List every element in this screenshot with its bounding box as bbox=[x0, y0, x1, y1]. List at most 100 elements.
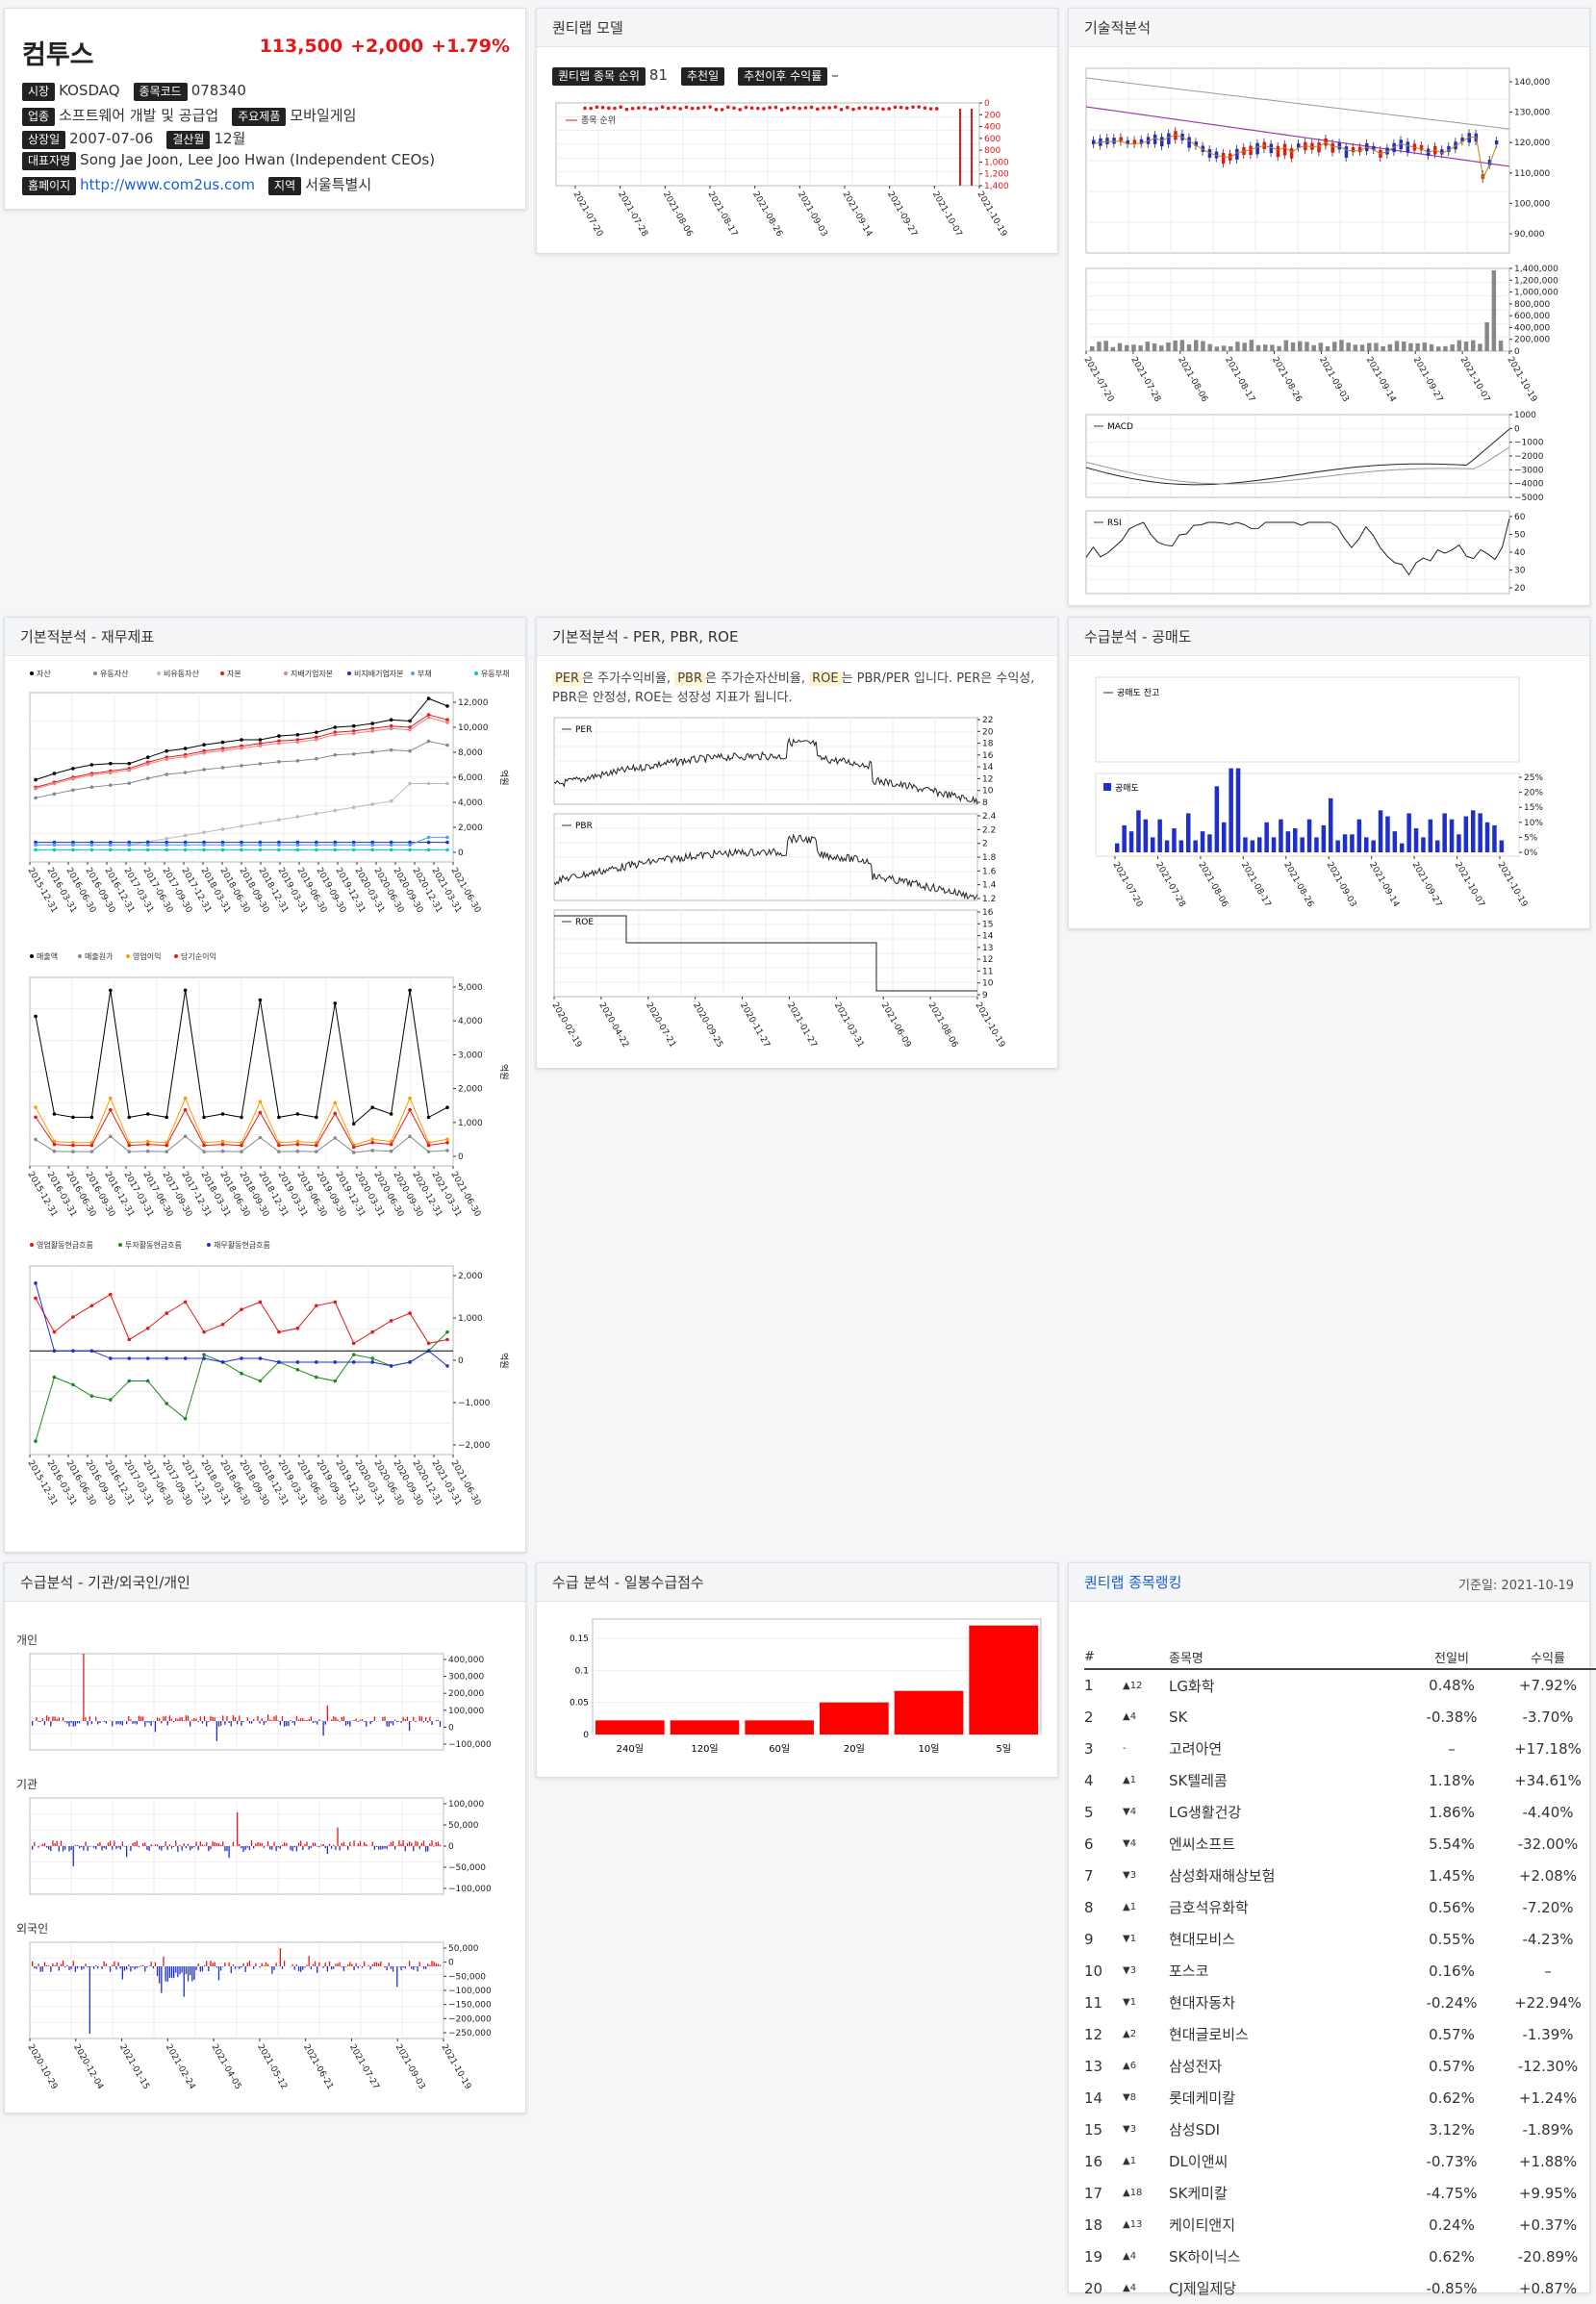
volume-bar bbox=[1484, 322, 1489, 351]
stock-name-link[interactable]: 고려아연 bbox=[1169, 1733, 1404, 1764]
legend-label: 재무활동현금흐름 bbox=[214, 1240, 270, 1250]
series-point bbox=[259, 738, 263, 742]
stock-name-link[interactable]: 포스코 bbox=[1169, 1955, 1404, 1987]
flow-bar bbox=[130, 1966, 131, 1971]
ranking-row[interactable]: 3-고려아연–+17.18% bbox=[1084, 1733, 1596, 1764]
flow-bar bbox=[296, 1716, 297, 1721]
roe-y-label: 15 bbox=[982, 920, 993, 929]
series-point bbox=[352, 1353, 356, 1356]
unit-label: 억원 bbox=[498, 1353, 510, 1369]
flow-bar bbox=[99, 1842, 100, 1846]
volume-bar bbox=[1222, 345, 1227, 351]
stock-name-link[interactable]: SK케미칼 bbox=[1169, 2177, 1404, 2209]
flow-bar bbox=[77, 1845, 78, 1846]
stock-name-link[interactable]: 현대자동차 bbox=[1169, 1987, 1404, 2018]
rank-point bbox=[804, 106, 808, 110]
stock-name-link[interactable]: 케이티앤지 bbox=[1169, 2209, 1404, 2241]
personal-y-label: 300,000 bbox=[448, 1673, 484, 1683]
series-point bbox=[71, 777, 75, 781]
short-bar bbox=[1478, 813, 1482, 852]
inst-y-label: 50,000 bbox=[448, 1821, 479, 1831]
col-name: 종목명 bbox=[1169, 1646, 1404, 1669]
per-title: 기본적분석 - PER, PBR, ROE bbox=[537, 618, 1057, 656]
flow-bar bbox=[309, 1956, 310, 1966]
flow-bar bbox=[438, 1720, 439, 1721]
stock-name-link[interactable]: SK하이닉스 bbox=[1169, 2241, 1404, 2272]
rank-point bbox=[792, 106, 796, 110]
series-point bbox=[184, 989, 188, 993]
stock-name-link[interactable]: 현대글로비스 bbox=[1169, 2018, 1404, 2050]
stock-name-link[interactable]: DL이앤씨 bbox=[1169, 2145, 1404, 2177]
per-pbr-roe-chart: 222018161412108PER2.42.221.81.61.41.2PBR… bbox=[550, 714, 1051, 1066]
stock-name-link[interactable]: SK bbox=[1169, 1701, 1404, 1733]
flow-bar bbox=[193, 1846, 194, 1847]
series-point bbox=[221, 848, 225, 852]
series-point bbox=[408, 989, 412, 993]
stock-name-link[interactable]: 삼성화재해상보험 bbox=[1169, 1860, 1404, 1891]
flow-bar bbox=[193, 1966, 194, 1980]
series-point bbox=[352, 1342, 356, 1346]
flow-bar bbox=[117, 1846, 118, 1848]
stock-name-link[interactable]: LG생활건강 bbox=[1169, 1796, 1404, 1828]
rank-point bbox=[589, 107, 593, 111]
stock-name-link[interactable]: 롯데케미칼 bbox=[1169, 2082, 1404, 2114]
stock-name-link[interactable]: 삼성SDI bbox=[1169, 2114, 1404, 2145]
series-point bbox=[240, 747, 243, 750]
series-point bbox=[34, 787, 38, 791]
stock-name-link[interactable]: 엔씨소프트 bbox=[1169, 1828, 1404, 1860]
flow-bar bbox=[126, 1846, 127, 1857]
price-y-label: 110,000 bbox=[1514, 169, 1550, 179]
volume-bar bbox=[1166, 342, 1171, 351]
flow-bar bbox=[413, 1846, 414, 1851]
series-point bbox=[146, 1356, 150, 1360]
stock-name-link[interactable]: 금호석유화학 bbox=[1169, 1891, 1404, 1923]
flow-bar bbox=[212, 1717, 213, 1721]
balance-y-label: 8,000 bbox=[458, 748, 483, 758]
series-point bbox=[240, 1307, 243, 1311]
series-point bbox=[259, 1100, 263, 1103]
stock-name-link[interactable]: 현대모비스 bbox=[1169, 1923, 1404, 1955]
series-point bbox=[202, 1150, 206, 1153]
series-point bbox=[390, 1364, 393, 1368]
flow-bar bbox=[271, 1846, 272, 1850]
flow-bar bbox=[110, 1966, 111, 1972]
series-point bbox=[445, 721, 449, 724]
homepage-link[interactable]: http://www.com2us.com bbox=[80, 176, 255, 193]
stock-name-link[interactable]: LG화학 bbox=[1169, 1669, 1404, 1701]
stock-name-link[interactable]: 삼성전자 bbox=[1169, 2050, 1404, 2082]
flow-bar bbox=[351, 1963, 352, 1966]
stock-price: 113,500+2,000+1.79% bbox=[252, 36, 510, 57]
return-value: -1.39% bbox=[1500, 2018, 1596, 2050]
flow-bar bbox=[300, 1966, 301, 1972]
flow-chart: 개인400,000300,000200,000100,0000−100,000기… bbox=[13, 1606, 520, 2111]
flow-bar bbox=[286, 1721, 287, 1726]
change-value: -0.73% bbox=[1404, 2145, 1500, 2177]
stock-name-link[interactable]: CJ제일제당 bbox=[1169, 2272, 1404, 2304]
flow-bar bbox=[32, 1846, 33, 1850]
series-point bbox=[184, 1108, 188, 1112]
stock-name-link[interactable]: SK텔레콤 bbox=[1169, 1764, 1404, 1796]
foreign-y-label: −50,000 bbox=[448, 1972, 486, 1982]
flow-bar bbox=[184, 1843, 185, 1846]
short-x-label: 2021-09-14 bbox=[1367, 861, 1401, 910]
